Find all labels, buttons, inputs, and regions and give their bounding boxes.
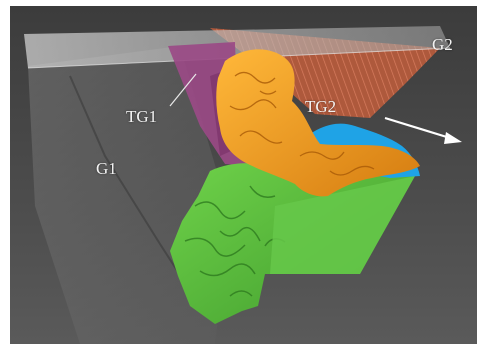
tg1-pointer-line	[169, 73, 197, 107]
grain-boundary-plane	[24, 26, 450, 68]
tomography-scene	[10, 6, 477, 344]
label-tg1: TG1	[126, 107, 158, 126]
label-tg2: TG2	[305, 97, 337, 116]
figure-frame: G2 TG1 TG2 G1	[10, 6, 477, 344]
green-flat-face	[270, 176, 415, 274]
tg2-texture	[229, 71, 375, 176]
green-texture	[184, 185, 286, 297]
label-g1: G1	[96, 159, 117, 178]
direction-arrow-icon	[384, 116, 462, 144]
tg2-twin	[216, 49, 420, 197]
label-g2: G2	[432, 35, 453, 54]
